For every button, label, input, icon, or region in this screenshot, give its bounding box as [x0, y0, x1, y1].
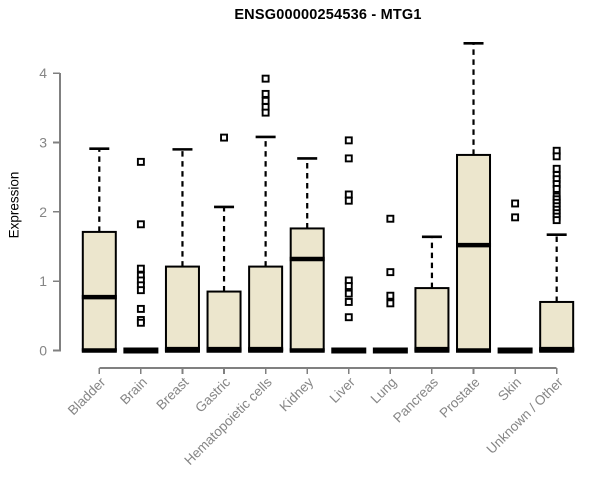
- outlier-point: [344, 136, 353, 145]
- box-prostate: [456, 41, 492, 353]
- x-category-label: Brain: [117, 375, 150, 408]
- box-hematopoietic-cells: [248, 74, 284, 353]
- outlier-point: [552, 184, 561, 193]
- outlier-point: [344, 282, 353, 290]
- box-rect: [539, 300, 575, 352]
- x-category-label: Breast: [153, 374, 191, 412]
- outlier-point: [136, 157, 145, 166]
- outlier-point: [344, 196, 353, 205]
- box-lung: [372, 214, 408, 354]
- chart-title: ENSG00000254536 - MTG1: [234, 7, 422, 23]
- x-category-label: Bladder: [65, 374, 109, 418]
- outlier-point: [344, 289, 353, 298]
- x-category-label: Kidney: [277, 374, 317, 414]
- box-gastric: [206, 133, 242, 353]
- outlier-point: [344, 154, 353, 163]
- outlier-point: [344, 298, 353, 306]
- box-brain: [123, 157, 159, 354]
- x-category-label: Lung: [368, 375, 400, 407]
- outlier-point: [261, 74, 270, 83]
- y-tick-label: 1: [39, 273, 47, 289]
- outlier-point: [386, 214, 395, 223]
- outlier-point: [386, 291, 395, 300]
- box-rect: [289, 227, 325, 352]
- y-tick-label: 4: [39, 65, 47, 81]
- outlier-point: [261, 96, 270, 105]
- outlier-point: [552, 164, 561, 173]
- box-rect: [81, 230, 117, 352]
- box-liver: [331, 136, 367, 354]
- outlier-point: [386, 299, 395, 308]
- x-category-label: Gastric: [192, 374, 233, 415]
- outlier-point: [344, 313, 353, 322]
- outlier-point: [344, 190, 353, 199]
- x-category-label: Pancreas: [390, 374, 441, 425]
- x-category-label: Skin: [495, 375, 524, 404]
- y-tick-label: 3: [39, 134, 47, 150]
- outlier-point: [220, 133, 228, 142]
- outlier-point: [136, 286, 145, 295]
- outlier-point: [511, 199, 520, 208]
- box-breast: [164, 148, 200, 353]
- x-category-label: Liver: [327, 374, 359, 406]
- box-rect: [456, 153, 492, 352]
- box-kidney: [289, 157, 325, 353]
- box-skin: [497, 199, 533, 354]
- outlier-point: [261, 108, 270, 117]
- outlier-point: [552, 216, 561, 225]
- x-axis: [98, 367, 558, 374]
- outlier-point: [511, 213, 520, 222]
- outlier-point: [136, 264, 145, 273]
- box-unknown-other: [539, 146, 575, 353]
- y-tick-label: 0: [39, 343, 47, 359]
- box-rect: [248, 265, 284, 352]
- box-rect: [164, 265, 200, 352]
- box-rect: [414, 287, 450, 352]
- y-axis-label: Expression: [6, 171, 22, 239]
- x-category-label: Prostate: [436, 375, 482, 421]
- box-pancreas: [414, 235, 450, 353]
- outlier-point: [136, 318, 145, 327]
- x-category-label: Unknown / Other: [484, 374, 567, 457]
- outlier-point: [386, 268, 395, 277]
- box-bladder: [81, 147, 117, 353]
- outlier-point: [552, 152, 561, 161]
- outlier-point: [136, 220, 145, 229]
- y-tick-label: 2: [39, 204, 47, 220]
- outlier-point: [136, 304, 145, 313]
- box-rect: [206, 290, 242, 352]
- y-axis: [53, 72, 61, 352]
- outlier-point: [261, 89, 270, 98]
